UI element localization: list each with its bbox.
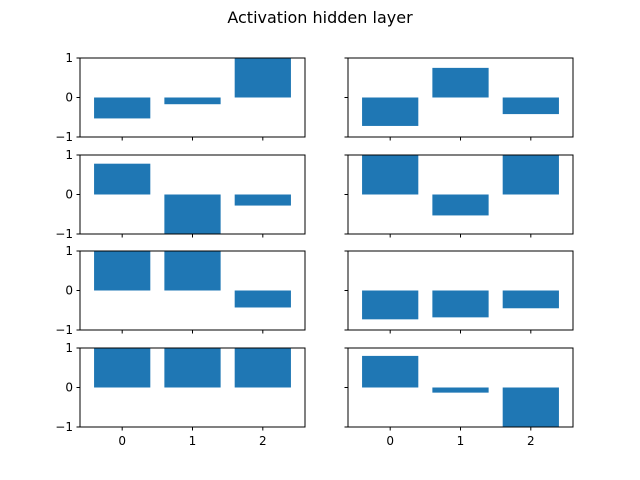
- y-tick-label: 0: [65, 188, 73, 202]
- subplot-r4-c1: 1 0 −1 0 1 2: [55, 341, 306, 448]
- subplot-r2-c2: [344, 154, 574, 238]
- x-tick-label: 0: [118, 434, 126, 448]
- bar-0: [362, 355, 419, 388]
- figure-title: Activation hidden layer: [227, 8, 413, 27]
- bar-2: [234, 348, 291, 388]
- bar-0: [94, 348, 151, 388]
- x-tick-label: 1: [189, 434, 197, 448]
- bar-2: [502, 97, 559, 115]
- bar-0: [94, 163, 151, 195]
- x-tick-label: 2: [527, 434, 535, 448]
- y-tick-label: 1: [65, 244, 73, 258]
- y-tick-label: −1: [55, 323, 73, 337]
- bar-1: [432, 387, 489, 393]
- bar-0: [362, 97, 419, 126]
- y-tick-label: −1: [55, 227, 73, 241]
- subplot-grid: 1 0 −1 1 0 −1 1 0 −1 1 0 −1 0 1 2 0 1 2: [55, 51, 574, 448]
- x-tick-label: 1: [457, 434, 465, 448]
- y-tick-label: 0: [65, 381, 73, 395]
- bar-2: [502, 290, 559, 309]
- subplot-r3-c1: 1 0 −1: [55, 244, 306, 337]
- x-tick-label: 0: [386, 434, 394, 448]
- bar-0: [94, 251, 151, 291]
- bar-1: [164, 251, 221, 291]
- bar-1: [432, 194, 489, 216]
- y-tick-label: 0: [65, 91, 73, 105]
- bar-2: [502, 155, 559, 195]
- subplot-r1-c1: 1 0 −1: [55, 51, 306, 144]
- y-tick-label: 0: [65, 284, 73, 298]
- y-tick-label: 1: [65, 341, 73, 355]
- y-tick-label: 1: [65, 51, 73, 65]
- bar-1: [164, 97, 221, 105]
- bar-0: [94, 97, 151, 119]
- bar-2: [502, 387, 559, 427]
- bar-0: [362, 155, 419, 195]
- bar-2: [234, 290, 291, 308]
- bar-2: [234, 194, 291, 206]
- y-tick-label: 1: [65, 148, 73, 162]
- y-tick-label: −1: [55, 420, 73, 434]
- subplot-r3-c2: [344, 250, 574, 334]
- bar-0: [362, 290, 419, 320]
- y-tick-label: −1: [55, 130, 73, 144]
- subplot-r1-c2: [344, 57, 574, 141]
- bar-1: [432, 67, 489, 98]
- subplot-r2-c1: 1 0 −1: [55, 148, 306, 241]
- bar-1: [164, 194, 221, 234]
- x-tick-label: 2: [259, 434, 267, 448]
- bar-2: [234, 58, 291, 98]
- bar-1: [432, 290, 489, 318]
- bar-1: [164, 348, 221, 388]
- subplot-r4-c2: 0 1 2: [344, 347, 574, 448]
